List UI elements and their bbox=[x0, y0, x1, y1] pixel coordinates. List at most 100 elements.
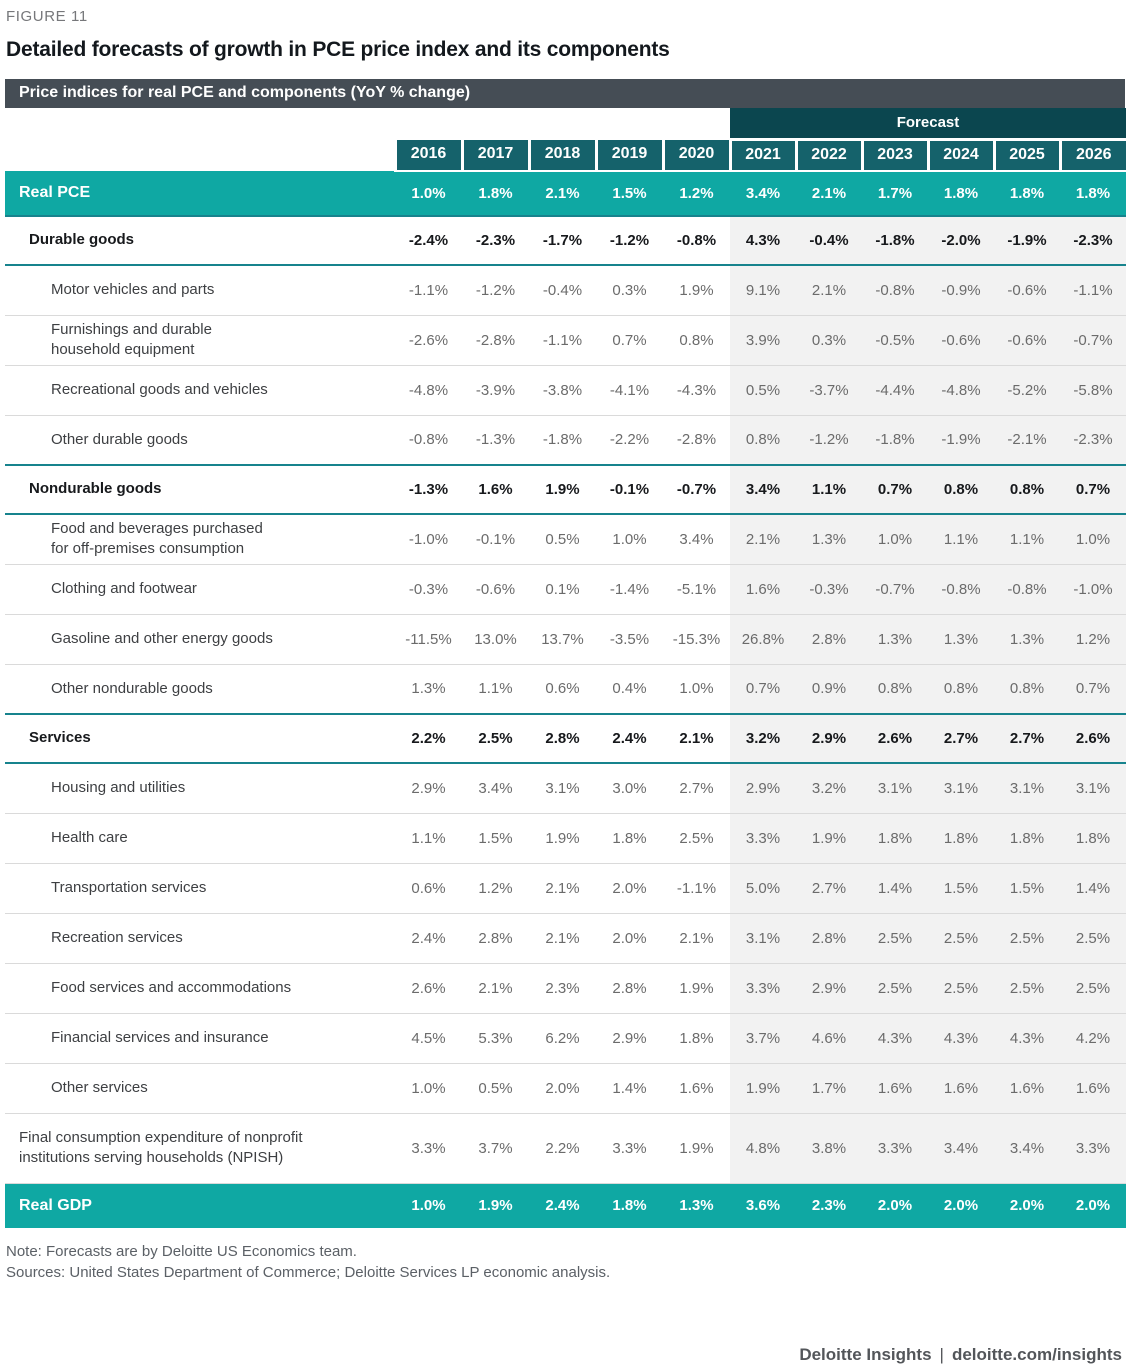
table-row: Recreational goods and vehicles -4.8% -3.9… bbox=[5, 364, 1126, 416]
value-cell: 4.5% bbox=[395, 1012, 462, 1064]
value-cell: 1.8% bbox=[663, 1012, 730, 1064]
value-cell: -2.3% bbox=[1060, 414, 1126, 466]
value-cell: 1.7% bbox=[796, 1062, 862, 1114]
value-cell: -2.4% bbox=[395, 215, 462, 266]
value-cell: 2.5% bbox=[928, 962, 994, 1014]
value-cell: 2.2% bbox=[395, 713, 462, 764]
value-cell: 1.4% bbox=[862, 862, 928, 914]
value-cell: 4.3% bbox=[862, 1012, 928, 1064]
value-cell: 1.6% bbox=[462, 464, 529, 515]
value-cell: 1.0% bbox=[862, 513, 928, 565]
value-cell: 2.5% bbox=[862, 962, 928, 1014]
value-cell: -4.4% bbox=[862, 364, 928, 416]
value-cell: -4.8% bbox=[928, 364, 994, 416]
value-cell: -0.8% bbox=[928, 563, 994, 615]
value-cell: -1.8% bbox=[862, 215, 928, 266]
value-cell: 1.9% bbox=[663, 1112, 730, 1184]
row-label: Clothing and footwear bbox=[5, 563, 395, 615]
value-cell: -11.5% bbox=[395, 613, 462, 665]
value-cell: 1.8% bbox=[1060, 171, 1126, 216]
value-cell: 3.0% bbox=[596, 762, 663, 814]
value-cell: -1.9% bbox=[994, 215, 1060, 266]
value-cell: -1.0% bbox=[1060, 563, 1126, 615]
value-cell: -2.3% bbox=[1060, 215, 1126, 266]
branding-deloitte-insights: Deloitte Insights bbox=[799, 1345, 932, 1364]
table-caption-bar: Price indices for real PCE and component… bbox=[5, 79, 1125, 108]
row-label: Motor vehicles and parts bbox=[5, 264, 395, 316]
value-cell: -1.7% bbox=[529, 215, 596, 266]
value-cell: 3.4% bbox=[994, 1112, 1060, 1184]
value-cell: 1.9% bbox=[663, 962, 730, 1014]
value-cell: 1.0% bbox=[663, 663, 730, 715]
value-cell: 3.1% bbox=[529, 762, 596, 814]
value-cell: -2.2% bbox=[596, 414, 663, 466]
value-cell: 2.5% bbox=[862, 912, 928, 964]
value-cell: 1.3% bbox=[994, 613, 1060, 665]
value-cell: 3.2% bbox=[730, 713, 796, 764]
value-cell: 0.6% bbox=[529, 663, 596, 715]
value-cell: 1.9% bbox=[663, 264, 730, 316]
value-cell: 3.4% bbox=[462, 762, 529, 814]
value-cell: 1.5% bbox=[928, 862, 994, 914]
table-row: Durable goods -2.4% -2.3% -1.7% -1.2% -0.8% 4.… bbox=[5, 215, 1126, 266]
value-cell: 3.9% bbox=[730, 314, 796, 366]
value-cell: 1.8% bbox=[994, 812, 1060, 864]
value-cell: 26.8% bbox=[730, 613, 796, 665]
row-label: Housing and utilities bbox=[5, 762, 395, 814]
value-cell: -2.8% bbox=[462, 314, 529, 366]
value-cell: -3.7% bbox=[796, 364, 862, 416]
value-cell: 3.1% bbox=[1060, 762, 1126, 814]
value-cell: 2.9% bbox=[730, 762, 796, 814]
row-label: Final consumption expenditure of nonprof… bbox=[5, 1112, 395, 1184]
sources-text: Sources: United States Department of Com… bbox=[6, 1264, 611, 1282]
value-cell: 0.8% bbox=[994, 464, 1060, 515]
value-cell: 3.6% bbox=[730, 1183, 796, 1228]
value-cell: 1.8% bbox=[928, 812, 994, 864]
table-caption-text: Price indices for real PCE and component… bbox=[19, 84, 471, 101]
value-cell: -0.8% bbox=[994, 563, 1060, 615]
value-cell: 9.1% bbox=[730, 264, 796, 316]
year-header-2017: 2017 bbox=[460, 139, 529, 172]
value-cell: 3.4% bbox=[663, 513, 730, 565]
value-cell: -1.9% bbox=[928, 414, 994, 466]
table-row: Health care 1.1% 1.5% 1.9% 1.8% 2.5% 3.3% 1.9% 1… bbox=[5, 812, 1126, 864]
row-label: Transportation services bbox=[5, 862, 395, 914]
value-cell: 1.8% bbox=[596, 812, 663, 864]
value-cell: 0.5% bbox=[730, 364, 796, 416]
branding: Deloitte Insights | deloitte.com/insights bbox=[799, 1345, 1122, 1365]
row-label: Health care bbox=[5, 812, 395, 864]
value-cell: -2.1% bbox=[994, 414, 1060, 466]
value-cell: -2.8% bbox=[663, 414, 730, 466]
figure-title: Detailed forecasts of growth in PCE pric… bbox=[6, 38, 670, 61]
branding-url[interactable]: deloitte.com/insights bbox=[951, 1345, 1122, 1364]
value-cell: 2.7% bbox=[994, 713, 1060, 764]
row-label: Nondurable goods bbox=[5, 464, 395, 515]
value-cell: 3.1% bbox=[730, 912, 796, 964]
value-cell: 2.1% bbox=[730, 513, 796, 565]
value-cell: -15.3% bbox=[663, 613, 730, 665]
row-label: Food and beverages purchased for off-pre… bbox=[5, 513, 395, 565]
value-cell: 4.3% bbox=[928, 1012, 994, 1064]
value-cell: 2.9% bbox=[596, 1012, 663, 1064]
year-header-2023: 2023 bbox=[860, 139, 928, 172]
value-cell: -0.6% bbox=[994, 314, 1060, 366]
value-cell: -5.8% bbox=[1060, 364, 1126, 416]
value-cell: 1.6% bbox=[1060, 1062, 1126, 1114]
value-cell: 2.1% bbox=[529, 912, 596, 964]
value-cell: -0.6% bbox=[462, 563, 529, 615]
value-cell: -0.6% bbox=[994, 264, 1060, 316]
value-cell: 0.8% bbox=[663, 314, 730, 366]
value-cell: 3.1% bbox=[994, 762, 1060, 814]
value-cell: 0.8% bbox=[730, 414, 796, 466]
value-cell: -3.9% bbox=[462, 364, 529, 416]
value-cell: 1.1% bbox=[994, 513, 1060, 565]
value-cell: 2.0% bbox=[1060, 1183, 1126, 1228]
value-cell: 3.1% bbox=[862, 762, 928, 814]
value-cell: 13.7% bbox=[529, 613, 596, 665]
table-row: Other durable goods -0.8% -1.3% -1.8% -2.2% -… bbox=[5, 414, 1126, 466]
table-row: Food and beverages purchased for off-pre… bbox=[5, 513, 1126, 565]
value-cell: 1.5% bbox=[596, 171, 663, 216]
value-cell: 5.0% bbox=[730, 862, 796, 914]
value-cell: 2.4% bbox=[596, 713, 663, 764]
value-cell: -0.8% bbox=[663, 215, 730, 266]
